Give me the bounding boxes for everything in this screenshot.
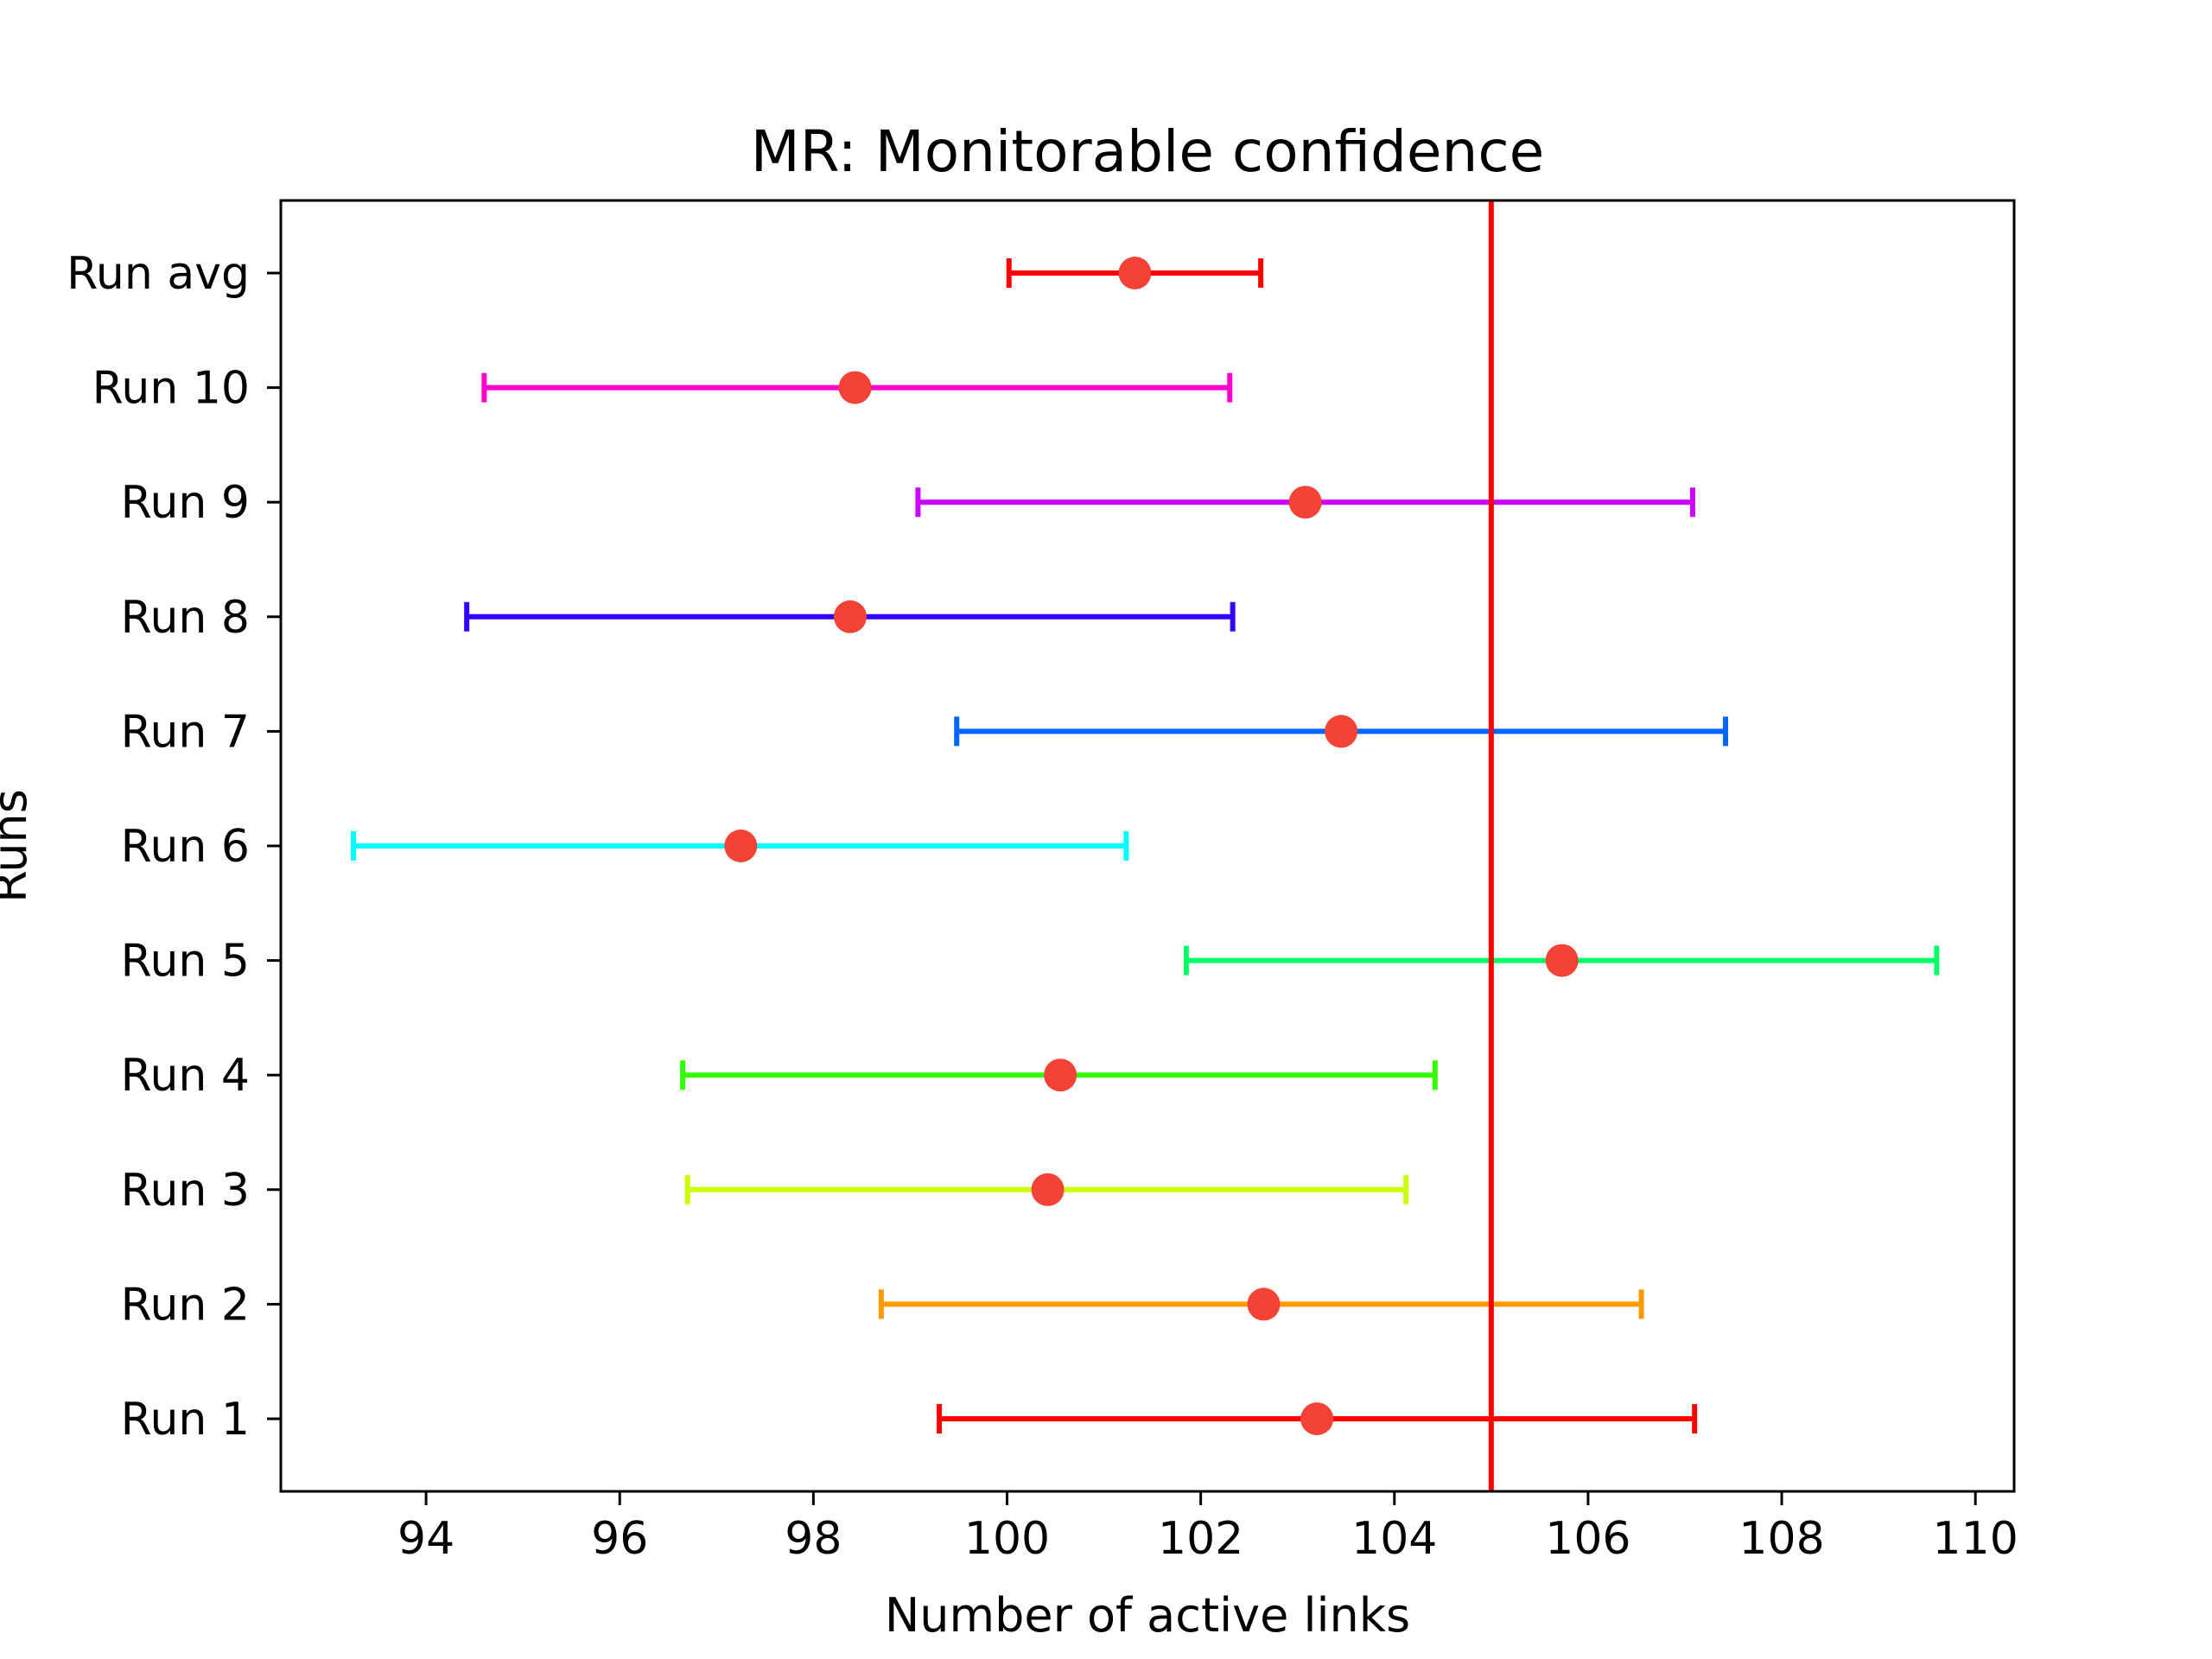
mean-marker [724,830,758,862]
mean-marker [1118,257,1152,289]
mean-markers [724,257,1579,1435]
plot-frame [279,199,2016,1493]
x-axis-label: Number of active links [885,1588,1410,1643]
y-tick-label: Run 6 [121,821,250,873]
y-tick-label: Run 4 [121,1050,250,1102]
x-tick-label: 104 [1351,1513,1437,1565]
x-tick-label: 110 [1933,1513,2018,1565]
mean-marker [833,600,867,633]
y-tick-label: Run 2 [121,1279,250,1331]
y-tick-label: Run 5 [121,936,250,988]
y-tick-label: Run 9 [121,477,250,529]
x-tick-label: 96 [591,1513,648,1565]
axis-ticks: 94 96 98 100 102 104 106 108 110 Run 1 Run 2 Run 3 R… [67,248,2018,1565]
y-tick-label: Run 3 [121,1165,250,1217]
x-tick-label: 94 [397,1513,454,1565]
y-tick-label: Run avg [67,248,250,300]
mean-marker [1545,944,1579,977]
y-tick-label: Run 1 [121,1394,250,1446]
chart-title: MR: Monitorable confidence [751,118,1544,185]
mean-marker [1288,486,1322,519]
mean-marker [1325,715,1358,748]
x-tick-label: 98 [785,1513,842,1565]
x-tick-label: 106 [1545,1513,1630,1565]
mean-marker [838,371,872,404]
y-tick-label: Run 7 [121,706,250,758]
x-tick-label: 108 [1738,1513,1824,1565]
x-tick-label: 102 [1158,1513,1243,1565]
mean-marker [1031,1173,1065,1206]
x-tick-label: 100 [964,1513,1050,1565]
mean-marker [1247,1287,1281,1321]
mean-marker [1044,1058,1077,1092]
mean-marker [1300,1402,1334,1435]
y-tick-label: Run 10 [92,363,250,415]
y-tick-label: Run 8 [121,592,250,644]
y-axis-label: Runs [0,789,37,903]
